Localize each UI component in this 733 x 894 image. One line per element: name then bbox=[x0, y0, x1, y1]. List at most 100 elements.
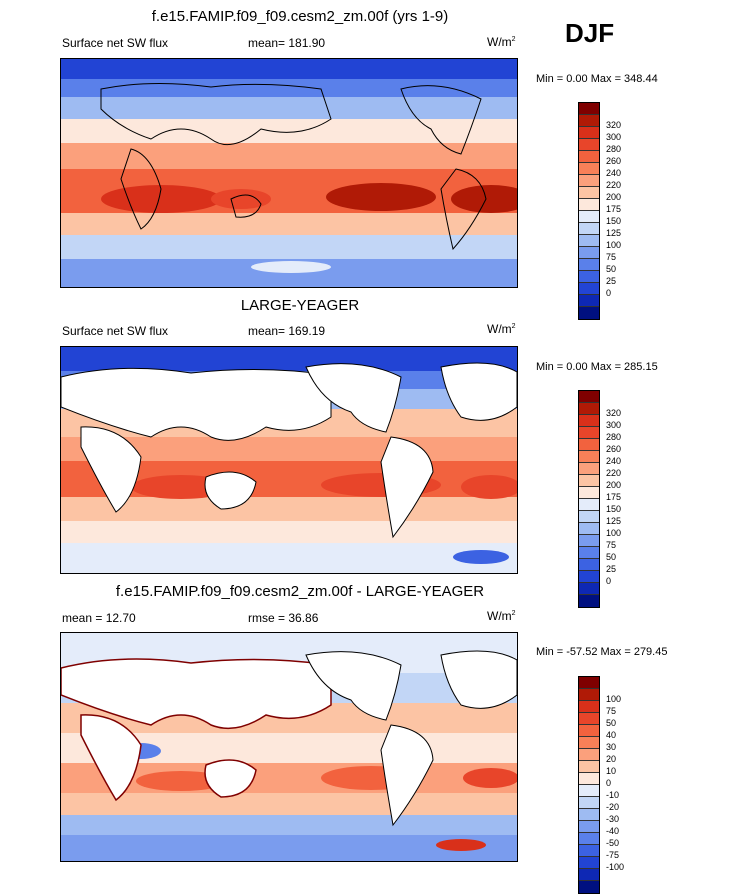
panel-1-title: f.e15.FAMIP.f09_f09.cesm2_zm.00f (yrs 1-… bbox=[151, 8, 449, 25]
colorbar-tick-label: -100 bbox=[606, 862, 625, 872]
colorbar-tick-label: 150 bbox=[606, 504, 622, 514]
colorbar-tick-label: 0 bbox=[606, 288, 612, 298]
colorbar-tick-label: 300 bbox=[606, 132, 622, 142]
colorbar-swatch bbox=[579, 547, 599, 559]
panel-1-minmax: Min = 0.00 Max = 348.44 bbox=[536, 73, 658, 85]
colorbar-tick-label: 100 bbox=[606, 528, 622, 538]
colorbar-tick-label: -40 bbox=[606, 826, 620, 836]
colorbar-swatch bbox=[579, 199, 599, 211]
panel-3-center-label: rmse = 36.86 bbox=[248, 611, 319, 625]
colorbar-swatch bbox=[579, 583, 599, 595]
colorbar-swatch bbox=[579, 487, 599, 499]
panel-1-left-label: Surface net SW flux bbox=[62, 36, 169, 50]
colorbar-tick-label: 0 bbox=[606, 576, 612, 586]
colorbar-swatch bbox=[579, 797, 599, 809]
colorbar-tick-label: 175 bbox=[606, 204, 622, 214]
panel-3-colorbar bbox=[578, 676, 600, 894]
colorbar-swatch bbox=[579, 523, 599, 535]
colorbar-tick-label: 175 bbox=[606, 492, 622, 502]
colorbar-swatch bbox=[579, 809, 599, 821]
colorbar-swatch bbox=[579, 295, 599, 307]
panel-2-center-label: mean= 169.19 bbox=[248, 324, 326, 338]
colorbar-swatch bbox=[579, 271, 599, 283]
panel-2-minmax: Min = 0.00 Max = 285.15 bbox=[536, 361, 658, 373]
colorbar-tick-label: 220 bbox=[606, 468, 622, 478]
colorbar-swatch bbox=[579, 595, 599, 607]
panel-3-map bbox=[60, 632, 518, 862]
colorbar-tick-label: 150 bbox=[606, 216, 622, 226]
season-label: DJF bbox=[565, 18, 615, 48]
colorbar-swatch bbox=[579, 785, 599, 797]
panel-3-left-label: mean = 12.70 bbox=[62, 611, 136, 625]
colorbar-tick-label: 10 bbox=[606, 766, 617, 776]
panel-2-title: LARGE-YEAGER bbox=[240, 297, 360, 314]
colorbar-tick-label: -75 bbox=[606, 850, 620, 860]
colorbar-swatch bbox=[579, 725, 599, 737]
colorbar-swatch bbox=[579, 151, 599, 163]
colorbar-swatch bbox=[579, 391, 599, 403]
colorbar-swatch bbox=[579, 259, 599, 271]
panel-1-units: W/m2 bbox=[487, 35, 516, 49]
colorbar-tick-label: 260 bbox=[606, 444, 622, 454]
colorbar-swatch bbox=[579, 571, 599, 583]
colorbar-swatch bbox=[579, 701, 599, 713]
colorbar-tick-label: 260 bbox=[606, 156, 622, 166]
colorbar-swatch bbox=[579, 163, 599, 175]
colorbar-tick-label: 100 bbox=[606, 240, 622, 250]
colorbar-swatch bbox=[579, 559, 599, 571]
colorbar-swatch bbox=[579, 689, 599, 701]
colorbar-swatch bbox=[579, 247, 599, 259]
colorbar-tick-label: 100 bbox=[606, 694, 622, 704]
colorbar-tick-label: 300 bbox=[606, 420, 622, 430]
colorbar-tick-label: 30 bbox=[606, 742, 617, 752]
panel-1-colorbar bbox=[578, 102, 600, 320]
colorbar-swatch bbox=[579, 139, 599, 151]
colorbar-tick-label: -30 bbox=[606, 814, 620, 824]
colorbar-tick-label: 40 bbox=[606, 730, 617, 740]
colorbar-swatch bbox=[579, 773, 599, 785]
colorbar-swatch bbox=[579, 451, 599, 463]
colorbar-swatch bbox=[579, 475, 599, 487]
colorbar-swatch bbox=[579, 463, 599, 475]
colorbar-swatch bbox=[579, 211, 599, 223]
colorbar-swatch bbox=[579, 223, 599, 235]
colorbar-swatch bbox=[579, 677, 599, 689]
colorbar-swatch bbox=[579, 427, 599, 439]
colorbar-tick-label: -20 bbox=[606, 802, 620, 812]
colorbar-swatch bbox=[579, 511, 599, 523]
colorbar-swatch bbox=[579, 845, 599, 857]
colorbar-swatch bbox=[579, 535, 599, 547]
colorbar-tick-label: 50 bbox=[606, 264, 617, 274]
colorbar-tick-label: 0 bbox=[606, 778, 612, 788]
colorbar-swatch bbox=[579, 737, 599, 749]
colorbar-tick-label: 50 bbox=[606, 718, 617, 728]
colorbar-swatch bbox=[579, 283, 599, 295]
colorbar-swatch bbox=[579, 833, 599, 845]
panel-3-title: f.e15.FAMIP.f09_f09.cesm2_zm.00f - LARGE… bbox=[115, 583, 485, 600]
colorbar-swatch bbox=[579, 115, 599, 127]
colorbar-tick-label: 25 bbox=[606, 564, 617, 574]
colorbar-tick-label: 240 bbox=[606, 168, 622, 178]
panel-2-map bbox=[60, 346, 518, 574]
colorbar-swatch bbox=[579, 103, 599, 115]
panel-2-left-label: Surface net SW flux bbox=[62, 324, 169, 338]
colorbar-swatch bbox=[579, 749, 599, 761]
colorbar-swatch bbox=[579, 235, 599, 247]
colorbar-tick-label: 240 bbox=[606, 456, 622, 466]
colorbar-swatch bbox=[579, 307, 599, 319]
panel-1-map bbox=[60, 58, 518, 288]
colorbar-swatch bbox=[579, 713, 599, 725]
colorbar-tick-label: 50 bbox=[606, 552, 617, 562]
colorbar-swatch bbox=[579, 187, 599, 199]
colorbar-tick-label: 125 bbox=[606, 228, 622, 238]
colorbar-swatch bbox=[579, 127, 599, 139]
colorbar-swatch bbox=[579, 175, 599, 187]
colorbar-tick-label: 280 bbox=[606, 432, 622, 442]
colorbar-tick-label: 320 bbox=[606, 408, 622, 418]
colorbar-tick-label: 200 bbox=[606, 480, 622, 490]
colorbar-swatch bbox=[579, 761, 599, 773]
colorbar-tick-label: 75 bbox=[606, 540, 617, 550]
colorbar-tick-label: -10 bbox=[606, 790, 620, 800]
colorbar-swatch bbox=[579, 857, 599, 869]
colorbar-tick-label: -50 bbox=[606, 838, 620, 848]
